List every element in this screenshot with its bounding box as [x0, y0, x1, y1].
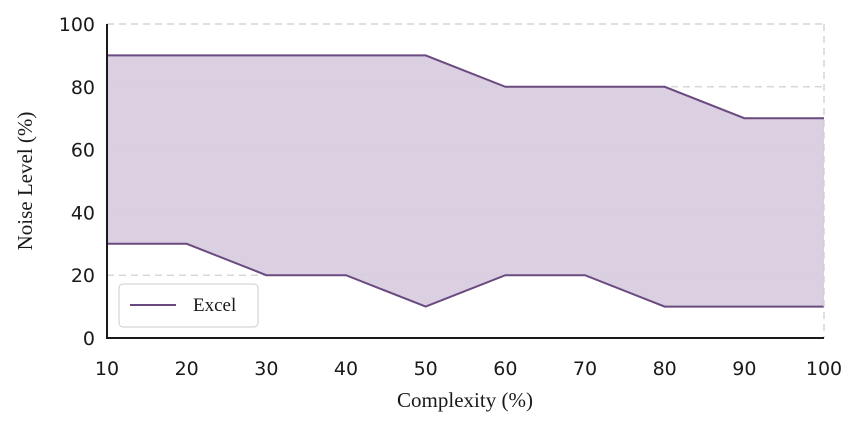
x-axis-ticks: 10 20 30 40 50 60 70 80 90 100 — [95, 358, 842, 380]
legend-label-excel: Excel — [193, 295, 236, 316]
x-tick-label-30: 30 — [254, 358, 278, 380]
y-tick-label-0: 0 — [83, 328, 95, 350]
x-tick-label-60: 60 — [493, 358, 517, 380]
y-axis-title: Noise Level (%) — [13, 112, 37, 251]
y-tick-label-100: 100 — [59, 14, 95, 36]
series-lower-line-excel — [107, 242, 824, 308]
x-tick-label-20: 20 — [175, 358, 199, 380]
x-tick-label-90: 90 — [732, 358, 756, 380]
x-tick-label-50: 50 — [414, 358, 438, 380]
series-upper-line-excel — [107, 54, 824, 120]
y-tick-label-40: 40 — [71, 202, 95, 224]
x-tick-label-10: 10 — [95, 358, 119, 380]
x-tick-label-70: 70 — [573, 358, 597, 380]
y-tick-label-80: 80 — [71, 77, 95, 99]
y-axis-ticks: 0 20 40 60 80 100 — [59, 14, 95, 350]
legend-box — [118, 283, 259, 328]
x-tick-label-40: 40 — [334, 358, 358, 380]
y-tick-label-20: 20 — [71, 265, 95, 287]
y-tick-label-60: 60 — [71, 140, 95, 162]
x-tick-label-80: 80 — [653, 358, 677, 380]
legend: Excel — [118, 283, 259, 328]
x-axis-title: Complexity (%) — [397, 388, 533, 412]
series-band-excel — [107, 55, 824, 307]
x-tick-label-100: 100 — [806, 358, 842, 380]
